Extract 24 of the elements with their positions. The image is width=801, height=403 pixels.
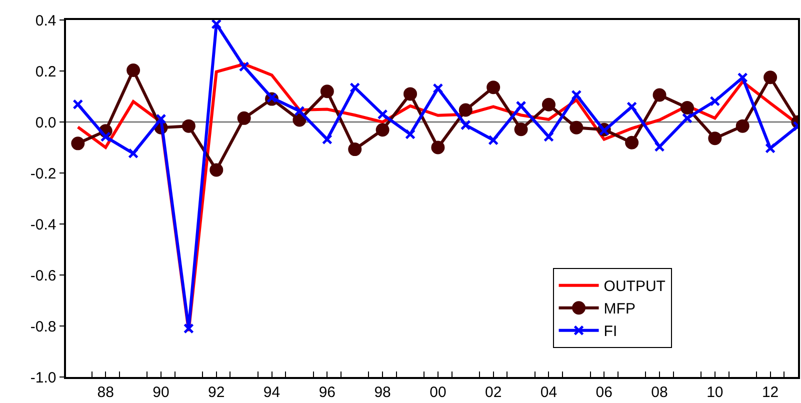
y-tick-label: -1.0 bbox=[30, 369, 56, 386]
x-tick-label: 90 bbox=[152, 384, 170, 401]
legend-label: MFP bbox=[604, 300, 636, 318]
x-tick-label: 92 bbox=[208, 384, 225, 401]
x-tick-label: 06 bbox=[596, 384, 612, 401]
x-tick-label: 96 bbox=[318, 384, 336, 401]
y-tick-label: -0.8 bbox=[30, 318, 56, 336]
y-tick-label: 0.4 bbox=[35, 12, 56, 30]
x-tick-label: 94 bbox=[263, 384, 280, 401]
x-tick-label: 04 bbox=[540, 384, 558, 401]
y-tick-label: -0.6 bbox=[30, 267, 56, 284]
x-tick-label: 12 bbox=[762, 384, 779, 401]
x-tick-label: 00 bbox=[430, 384, 446, 401]
y-tick-label: -0.4 bbox=[30, 216, 56, 234]
y-tick-label: -0.2 bbox=[30, 165, 56, 182]
x-tick-label: 10 bbox=[706, 384, 724, 401]
legend-label: FI bbox=[604, 323, 618, 340]
y-tick-label: 0.2 bbox=[35, 63, 56, 80]
x-tick-label: 08 bbox=[651, 384, 668, 401]
y-tick-label: 0.0 bbox=[35, 114, 56, 132]
legend-label: OUTPUT bbox=[604, 278, 666, 296]
x-tick-label: 88 bbox=[97, 384, 114, 401]
x-tick-label: 98 bbox=[374, 384, 391, 401]
x-tick-label: 02 bbox=[485, 384, 502, 401]
